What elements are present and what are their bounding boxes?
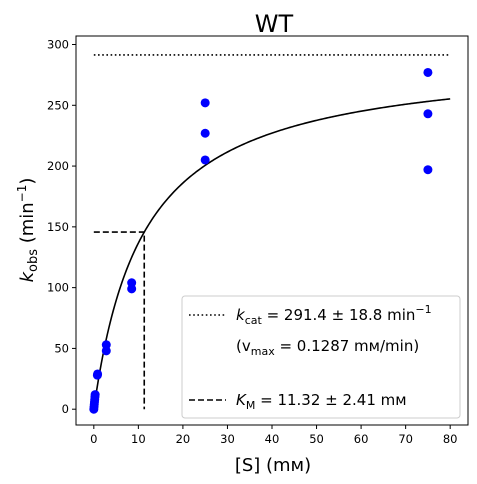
- x-tick-label: 50: [309, 432, 324, 446]
- x-tick-label: 10: [131, 432, 146, 446]
- y-tick-label: 300: [47, 38, 69, 52]
- legend: kcat = 291.4 ± 18.8 min−1 (vmax = 0.1287…: [181, 295, 461, 419]
- chart-title: WT: [255, 10, 294, 38]
- legend-km-value: = 11.32 ± 2.41 mм: [255, 391, 406, 409]
- x-tick-label: 60: [354, 432, 369, 446]
- x-tick-label: 80: [443, 432, 458, 446]
- data-point: [423, 109, 433, 119]
- fit-curve: [93, 98, 451, 410]
- km-reference-line: [93, 231, 146, 410]
- legend-km-symbol: K: [236, 391, 247, 409]
- data-point: [200, 155, 210, 165]
- y-label-main: k: [17, 270, 38, 282]
- y-label-sup: −1: [15, 185, 29, 203]
- data-point: [127, 278, 137, 288]
- legend-km-sub: M: [246, 399, 256, 412]
- y-label-sub: obs: [26, 249, 41, 272]
- y-tick-label: 250: [47, 98, 69, 112]
- x-tick-label: 40: [265, 432, 280, 446]
- data-point: [93, 369, 103, 379]
- legend-vmax-sub: max: [251, 345, 275, 358]
- legend-km-entry: KM = 11.32 ± 2.41 mм: [236, 391, 407, 412]
- data-point: [101, 340, 111, 350]
- y-tick-label: 200: [47, 159, 69, 173]
- data-point: [200, 128, 210, 138]
- data-point: [200, 98, 210, 108]
- legend-box: [181, 295, 461, 419]
- legend-kcat-entry: kcat = 291.4 ± 18.8 min−1: [236, 303, 432, 327]
- data-point: [423, 67, 433, 77]
- x-tick-label: 70: [398, 432, 413, 446]
- data-points: [89, 67, 433, 414]
- y-axis-label: kobs (min−1): [15, 178, 41, 283]
- y-tick-label: 50: [54, 341, 69, 355]
- y-axis: 0 50 100 150 200 250 300: [47, 38, 76, 416]
- legend-vmax-open: (v: [236, 337, 251, 355]
- legend-kcat-symbol: k: [236, 306, 246, 324]
- x-tick-label: 30: [220, 432, 235, 446]
- y-tick-label: 0: [62, 402, 69, 416]
- legend-vmax-entry: (vmax = 0.1287 mм/min): [236, 337, 419, 358]
- y-tick-label: 150: [47, 220, 69, 234]
- x-tick-label: 0: [90, 432, 97, 446]
- legend-kcat-sub: cat: [245, 314, 263, 327]
- legend-kcat-sup: −1: [415, 303, 431, 316]
- data-point: [423, 165, 433, 175]
- legend-vmax-value: = 0.1287 mм/min): [275, 337, 419, 355]
- data-point: [90, 390, 100, 400]
- y-tick-label: 100: [47, 281, 69, 295]
- x-tick-label: 20: [176, 432, 191, 446]
- x-axis: 0 10 20 30 40 50 60 70 80: [90, 425, 458, 446]
- y-label-close: ): [17, 178, 38, 185]
- legend-kcat-value: = 291.4 ± 18.8 min: [262, 306, 416, 324]
- y-label-rest: (min: [17, 202, 38, 249]
- x-axis-label: [S] (mм): [235, 455, 311, 476]
